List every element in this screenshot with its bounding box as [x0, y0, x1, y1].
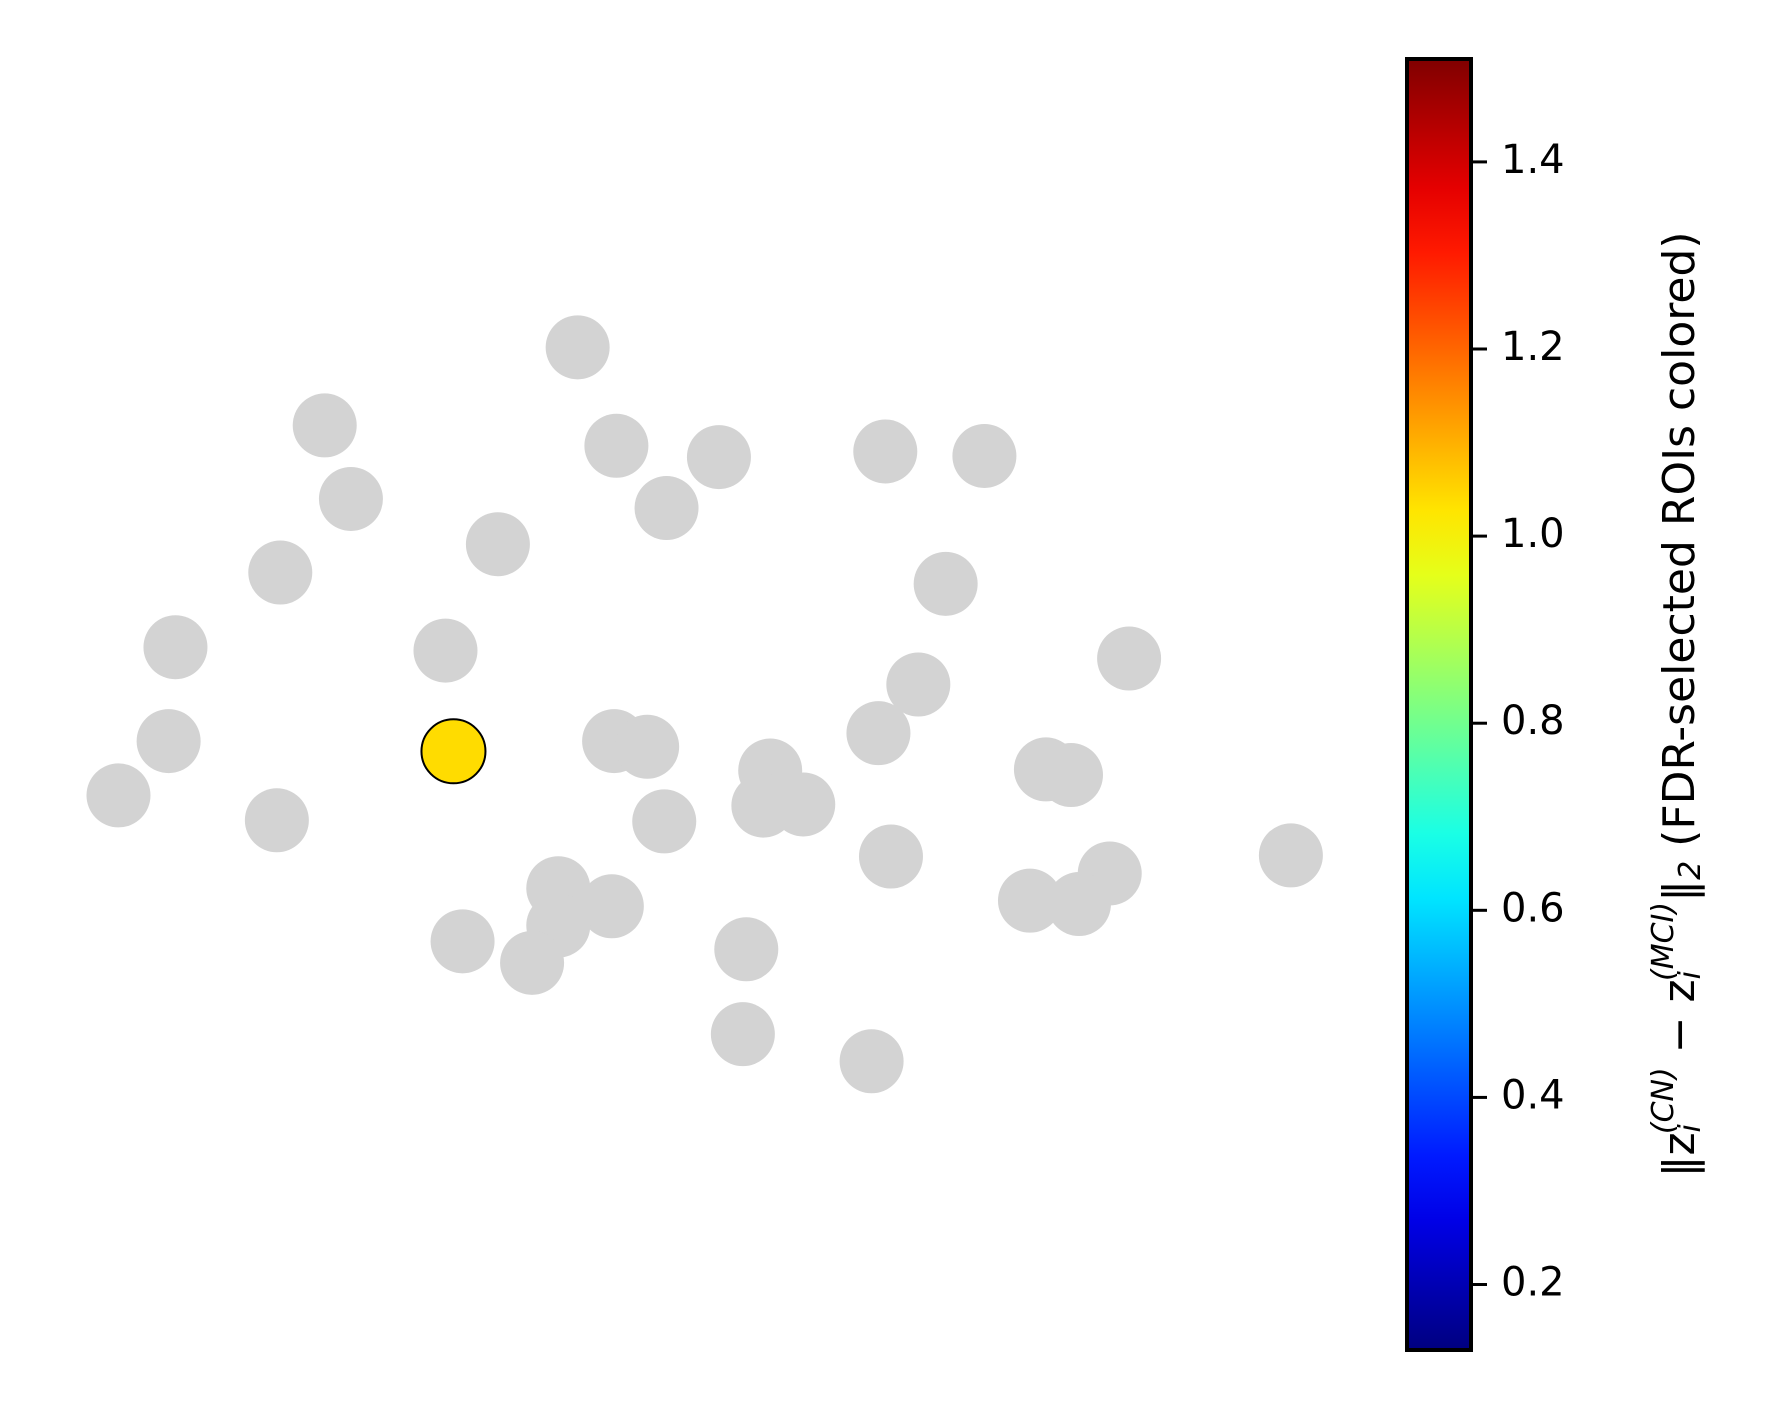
- point: [143, 615, 208, 680]
- colorbar-tick-label: 1.0: [1501, 511, 1565, 557]
- point: [545, 315, 610, 380]
- point: [839, 1029, 904, 1094]
- point: [632, 789, 697, 854]
- point: [886, 652, 951, 717]
- point: [853, 419, 918, 484]
- colorbar-tick-label: 0.8: [1501, 698, 1565, 744]
- colorbar-label-part: ‖: [1654, 880, 1705, 902]
- colorbar-label-part: (MCI): [1646, 902, 1681, 981]
- point: [615, 714, 680, 779]
- point: [500, 930, 565, 995]
- point: [1046, 872, 1111, 937]
- colorbar-label-part: − z: [1654, 979, 1705, 1067]
- point: [584, 413, 649, 478]
- point: [997, 868, 1062, 933]
- colorbar: [1405, 57, 1473, 1352]
- point: [318, 466, 383, 531]
- colorbar-label-part: (CN): [1646, 1067, 1681, 1134]
- point: [248, 540, 313, 605]
- point: [686, 425, 751, 490]
- point: [771, 772, 836, 837]
- point: [846, 701, 911, 766]
- selected-point: [420, 718, 487, 785]
- point: [86, 763, 151, 828]
- point: [465, 512, 530, 577]
- colorbar-label-part: 2: [1673, 861, 1708, 880]
- point: [1097, 626, 1162, 691]
- point: [710, 1002, 775, 1067]
- point: [579, 874, 644, 939]
- colorbar-tick-label: 0.2: [1501, 1260, 1565, 1306]
- point: [634, 476, 699, 541]
- point: [413, 618, 478, 683]
- colorbar-label-part: i: [1673, 970, 1708, 979]
- point: [136, 709, 201, 774]
- colorbar-tick-label: 0.4: [1501, 1072, 1565, 1118]
- colorbar-tick-label: 0.6: [1501, 885, 1565, 931]
- colorbar-label-part: i: [1673, 1123, 1708, 1132]
- point: [292, 393, 357, 458]
- colorbar-label: ‖zi(CN) − zi(MCI)‖2 (FDR-selected ROIs c…: [1646, 231, 1708, 1177]
- colorbar-tick-label: 1.2: [1501, 324, 1565, 370]
- colorbar-tick-label: 1.4: [1501, 137, 1565, 183]
- point: [952, 423, 1017, 488]
- point: [1038, 743, 1103, 808]
- point: [714, 917, 779, 982]
- point: [913, 551, 978, 616]
- point: [430, 909, 495, 974]
- point: [858, 824, 923, 889]
- colorbar-label-part: (FDR-selected ROIs colored): [1654, 231, 1705, 860]
- point: [1258, 823, 1323, 888]
- point: [244, 788, 309, 853]
- colorbar-label-part: ‖z: [1654, 1132, 1705, 1177]
